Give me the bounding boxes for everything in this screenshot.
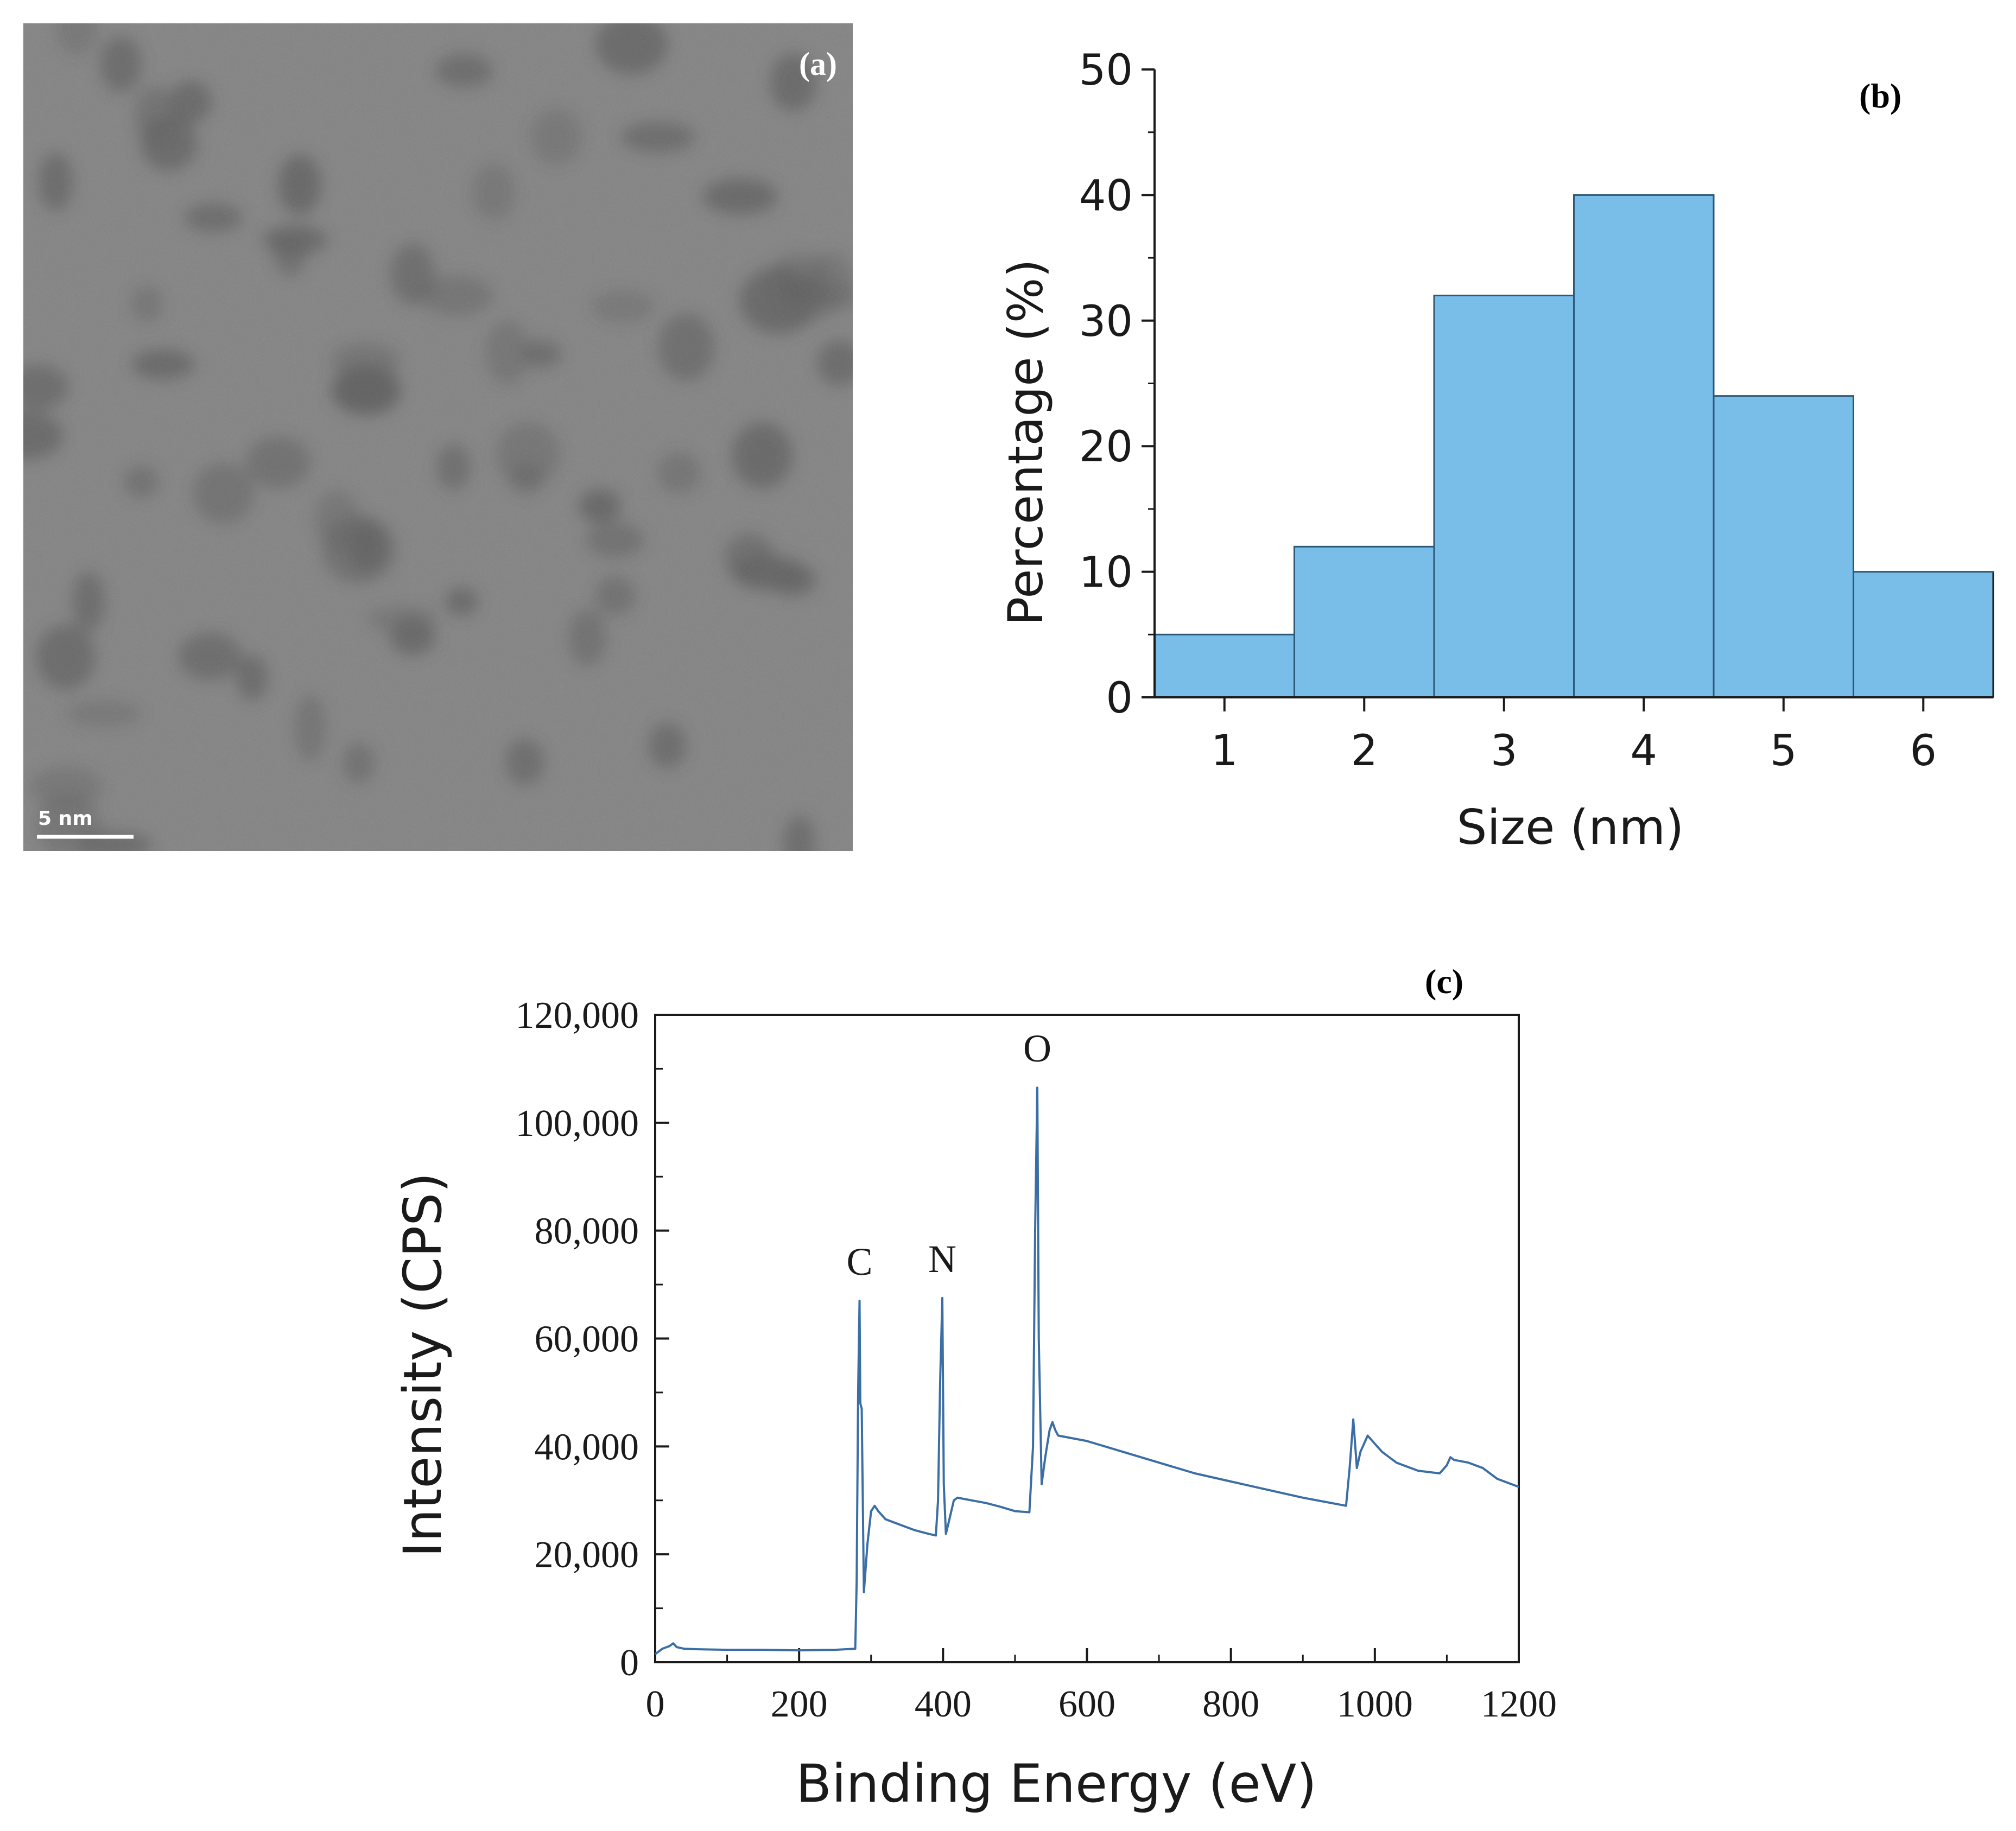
histogram-bar bbox=[1713, 395, 1854, 698]
xps-x-tick-label: 1000 bbox=[1337, 1683, 1413, 1725]
histogram-y-tick-label: 40 bbox=[1079, 171, 1133, 220]
xps-peak-label: O bbox=[1023, 1027, 1051, 1070]
xps-plot-frame bbox=[654, 1014, 1520, 1663]
xps-y-tick-label: 0 bbox=[620, 1642, 639, 1684]
histogram-panel-label: (b) bbox=[1859, 77, 1901, 115]
histogram-x-axis-title: Size (nm) bbox=[1457, 799, 1684, 855]
xps-y-tick-label: 80,000 bbox=[535, 1211, 639, 1253]
histogram-bar bbox=[1433, 295, 1575, 698]
xps-peak-label: N bbox=[928, 1237, 956, 1281]
histogram-y-tick-label: 20 bbox=[1079, 423, 1133, 472]
xps-peak-label: C bbox=[847, 1240, 873, 1283]
size-histogram-chart: 0 10 20 30 40 50 1 2 3 4 5 6 (b) Size (nm) Percenta… bbox=[998, 46, 1994, 855]
xps-y-tick-label: 20,000 bbox=[535, 1534, 639, 1576]
xps-y-tick-label: 120,000 bbox=[516, 995, 639, 1037]
histogram-y-tick-label: 30 bbox=[1079, 297, 1133, 346]
histogram-bar bbox=[1573, 194, 1715, 698]
tem-noise-overlay bbox=[23, 23, 853, 851]
xps-axes: 0 20,000 40,000 60,000 80,000 100,000 120,000 0… bbox=[516, 995, 1557, 1725]
histogram-axes: 0 10 20 30 40 50 1 2 3 4 5 6 bbox=[1079, 46, 1994, 775]
histogram-y-tick-label: 10 bbox=[1079, 549, 1133, 597]
histogram-y-tick-label: 0 bbox=[1106, 674, 1133, 723]
histogram-x-tick-label: 4 bbox=[1630, 727, 1657, 775]
xps-panel-label: (c) bbox=[1425, 962, 1463, 1001]
xps-series-line bbox=[654, 1086, 1519, 1655]
xps-x-tick-label: 200 bbox=[771, 1683, 828, 1725]
histogram-bar bbox=[1853, 571, 1994, 698]
scale-bar-label: 5 nm bbox=[38, 808, 93, 830]
histogram-x-tick-label: 6 bbox=[1910, 727, 1937, 775]
xps-x-tick-label: 400 bbox=[915, 1683, 972, 1725]
histogram-bars bbox=[1153, 194, 1994, 698]
xps-y-tick-label: 60,000 bbox=[535, 1319, 639, 1360]
xps-y-tick-label: 100,000 bbox=[516, 1103, 639, 1145]
histogram-x-tick-label: 1 bbox=[1211, 727, 1238, 775]
xps-x-tick-label: 0 bbox=[646, 1683, 665, 1725]
histogram-x-tick-label: 3 bbox=[1491, 727, 1518, 775]
xps-x-tick-label: 800 bbox=[1202, 1683, 1259, 1725]
xps-x-tick-label: 600 bbox=[1058, 1683, 1115, 1725]
histogram-y-tick-label: 50 bbox=[1079, 46, 1133, 95]
panel-a-label: (a) bbox=[799, 46, 837, 82]
xps-peak-annotations: C N O bbox=[847, 1027, 1051, 1283]
xps-x-tick-label: 1200 bbox=[1481, 1683, 1557, 1725]
histogram-y-axis-title: Percentage (%) bbox=[998, 259, 1054, 625]
xps-spectrum-chart: 0 20,000 40,000 60,000 80,000 100,000 120,000 0… bbox=[392, 962, 1557, 1814]
xps-y-axis-title: Intensity (CPS) bbox=[392, 1172, 453, 1557]
tem-image-panel: (a) 5 nm bbox=[23, 23, 853, 851]
xps-x-axis-title: Binding Energy (eV) bbox=[796, 1753, 1317, 1814]
histogram-x-tick-label: 5 bbox=[1770, 727, 1797, 775]
histogram-bar bbox=[1294, 545, 1435, 698]
histogram-bar bbox=[1153, 633, 1295, 698]
histogram-x-tick-label: 2 bbox=[1351, 727, 1378, 775]
xps-y-tick-label: 40,000 bbox=[535, 1426, 639, 1468]
